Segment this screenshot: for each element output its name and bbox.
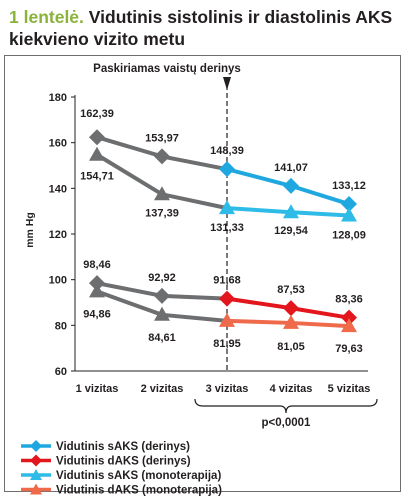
y-axis-label: mm Hg xyxy=(24,212,36,248)
data-point xyxy=(154,306,170,321)
legend-marker xyxy=(30,454,42,467)
legend-marker xyxy=(30,483,42,495)
data-label: 81,95 xyxy=(213,338,241,350)
data-point xyxy=(283,204,299,219)
title-text: Vidutinis sistolinis ir diastolinis AKS … xyxy=(9,7,393,49)
data-label: 148,39 xyxy=(210,145,244,157)
legend-label: Vidutinis sAKS (monoterapija) xyxy=(56,470,221,482)
data-label: 131,33 xyxy=(210,222,244,234)
y-tick-label: 80 xyxy=(55,320,67,332)
data-label: 154,71 xyxy=(80,171,114,183)
data-point xyxy=(219,290,235,307)
legend-label: Vidutinis dAKS (derinys) xyxy=(56,456,191,468)
y-tick-label: 120 xyxy=(49,229,67,241)
y-tick-label: 140 xyxy=(49,183,67,195)
data-point xyxy=(89,275,105,292)
x-tick-label: 2 vizitas xyxy=(141,383,184,395)
pvalue-label: p<0,0001 xyxy=(262,417,312,429)
data-point xyxy=(341,207,357,222)
data-point xyxy=(219,200,235,215)
data-point xyxy=(219,161,235,178)
x-tick-label: 5 vizitas xyxy=(328,383,371,395)
y-tick-label: 60 xyxy=(55,366,67,378)
data-point xyxy=(89,146,105,161)
title-prefix: 1 lentelė. xyxy=(9,7,84,27)
data-label: 92,92 xyxy=(148,272,176,284)
legend-label: Vidutinis sAKS (derinys) xyxy=(56,441,190,453)
pvalue-brace xyxy=(194,398,378,414)
data-point xyxy=(341,318,357,333)
data-label: 128,09 xyxy=(332,230,366,242)
data-point xyxy=(341,196,357,213)
legend-marker xyxy=(30,469,42,480)
y-tick-label: 100 xyxy=(49,275,67,287)
x-tick-label: 4 vizitas xyxy=(270,383,313,395)
data-point xyxy=(89,283,105,298)
data-label: 83,36 xyxy=(335,294,363,306)
data-point xyxy=(154,148,170,165)
x-tick-label: 3 vizitas xyxy=(206,383,249,395)
legend-marker xyxy=(30,440,42,452)
treatment-marker-arrow xyxy=(223,77,231,90)
data-label: 153,97 xyxy=(145,132,179,144)
data-label: 133,12 xyxy=(332,180,366,192)
y-tick-label: 160 xyxy=(49,138,67,150)
data-label: 81,05 xyxy=(277,341,305,353)
data-point xyxy=(283,300,299,317)
data-label: 162,39 xyxy=(80,108,114,120)
data-label: 91,68 xyxy=(213,275,241,287)
data-label: 137,39 xyxy=(145,207,179,219)
data-label: 84,61 xyxy=(148,332,176,344)
data-label: 98,46 xyxy=(83,259,111,271)
data-point xyxy=(154,287,170,304)
data-label: 141,07 xyxy=(274,162,308,174)
x-tick-label: 1 vizitas xyxy=(76,383,119,395)
chart-title: 1 lentelė. Vidutinis sistolinis ir diast… xyxy=(9,6,401,50)
y-tick-label: 180 xyxy=(49,92,67,104)
treatment-marker-label: Paskiriamas vaistų derinys xyxy=(93,63,241,75)
data-label: 94,86 xyxy=(83,308,111,320)
data-label: 129,54 xyxy=(274,225,309,237)
chart-frame xyxy=(4,55,401,492)
legend-label: Vidutinis dAKS (monoterapija) xyxy=(56,485,222,497)
data-point xyxy=(341,309,357,326)
data-point xyxy=(154,186,170,201)
data-label: 87,53 xyxy=(277,284,305,296)
data-point xyxy=(219,312,235,327)
data-label: 79,63 xyxy=(335,343,363,355)
data-point xyxy=(89,129,105,146)
data-point xyxy=(283,314,299,329)
data-point xyxy=(283,177,299,194)
